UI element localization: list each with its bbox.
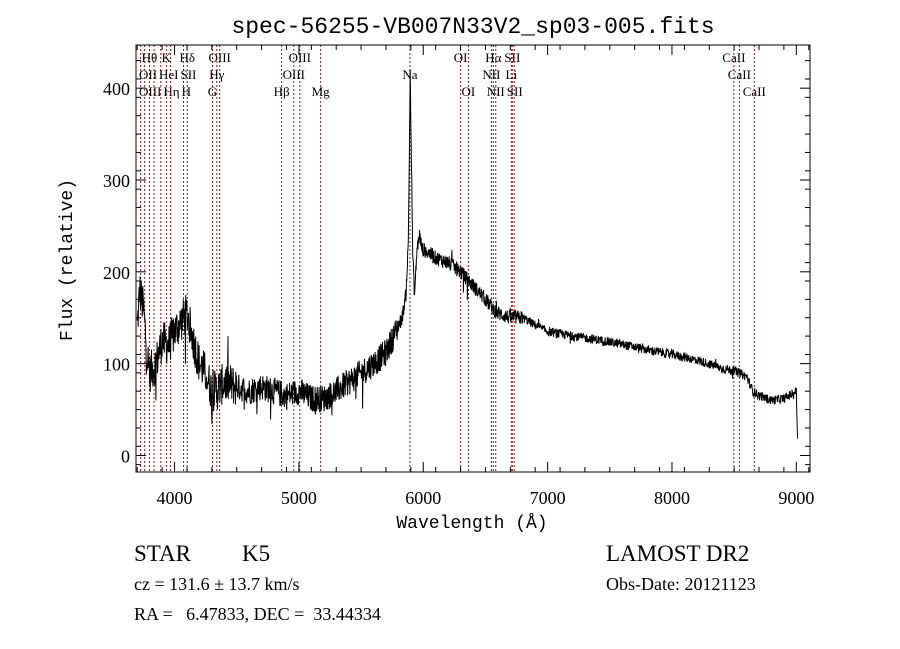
y-tick-label: 400: [103, 79, 130, 99]
chart-title: spec-56255-VB007N33V2_sp03-005.fits: [231, 14, 714, 40]
y-tick-label: 0: [121, 446, 130, 466]
survey-name: LAMOST DR2: [606, 541, 749, 566]
spectral-line-label: OIII: [283, 67, 305, 82]
object-subclass: K5: [242, 541, 270, 566]
x-axis-label: Wavelength (Å): [396, 513, 547, 534]
x-tick-label: 5000: [281, 488, 317, 508]
spectral-line-label: OII: [139, 67, 157, 82]
redshift-cz: cz = 131.6 ± 13.7 km/s: [134, 574, 300, 594]
spectral-line-label: Li: [506, 67, 518, 82]
spectral-line-label: OIII: [209, 50, 231, 65]
axes-ticks: 4000 5000 6000 7000 8000 9000 0 100 200 300 400: [103, 45, 814, 508]
spectral-line-label: G: [208, 84, 217, 99]
spectral-line-label: Hθ: [142, 50, 158, 65]
obs-date: Obs-Date: 20121123: [606, 574, 756, 594]
spectral-line-label: OI: [454, 50, 468, 65]
y-tick-label: 200: [103, 263, 130, 283]
plot-frame: [135, 44, 811, 473]
spectral-line-label: SII: [507, 84, 523, 99]
spectral-line-label: Hγ: [209, 67, 224, 82]
spectral-line-label: CaII: [728, 67, 751, 82]
flux-series-line: [136, 70, 799, 439]
x-tick-label: 6000: [405, 488, 441, 508]
spectral-line-label: Hα: [485, 50, 501, 65]
spectral-line-label: OI: [462, 84, 476, 99]
spectral-line-label: OIII: [289, 50, 311, 65]
x-tick-label: 8000: [654, 488, 690, 508]
spectral-line-label: OIII: [139, 84, 161, 99]
y-axis-label: Flux (relative): [58, 179, 78, 341]
x-tick-label: 9000: [778, 488, 814, 508]
spectral-line-label: Hδ: [180, 50, 196, 65]
ra-dec: RA = 6.47833, DEC = 33.44334: [134, 604, 381, 624]
spectral-line-label: CaII: [722, 50, 745, 65]
spectral-line-label: Hβ: [274, 84, 290, 99]
spectral-line-label: H: [182, 84, 191, 99]
spectral-line-label: CaII: [743, 84, 766, 99]
spectral-line-label: NII: [482, 67, 500, 82]
x-tick-label: 4000: [157, 488, 193, 508]
y-tick-label: 300: [103, 171, 130, 191]
spectral-line-label: SII: [504, 50, 520, 65]
spectral-line-label: K: [162, 50, 172, 65]
y-tick-label: 100: [103, 355, 130, 375]
spectral-line-label: Hη: [163, 84, 179, 99]
spectral-line-label: Mg: [312, 84, 331, 99]
spectral-line-label: SII: [181, 67, 197, 82]
spectral-line-label: HeI: [159, 67, 179, 82]
x-tick-label: 7000: [530, 488, 566, 508]
spectral-line-label: NII: [487, 84, 505, 99]
object-class: STAR: [134, 541, 192, 566]
